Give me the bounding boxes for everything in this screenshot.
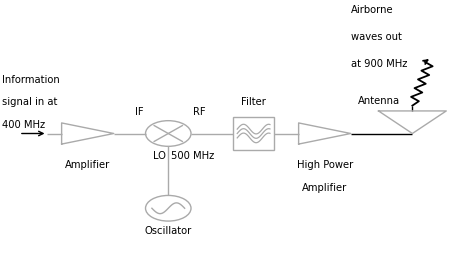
Text: at 900 MHz: at 900 MHz (351, 59, 407, 69)
Text: waves out: waves out (351, 32, 401, 42)
Bar (233, 117, 274, 150)
Text: Airborne: Airborne (351, 5, 393, 15)
Text: signal in at: signal in at (2, 97, 58, 107)
Text: 400 MHz: 400 MHz (2, 120, 46, 130)
Text: Amplifier: Amplifier (65, 160, 110, 170)
Text: Oscillator: Oscillator (145, 226, 192, 236)
Text: Filter: Filter (241, 97, 266, 107)
Text: Antenna: Antenna (358, 96, 400, 105)
Text: LO: LO (153, 151, 166, 161)
Text: Amplifier: Amplifier (302, 183, 347, 193)
Text: 500 MHz: 500 MHz (171, 151, 214, 161)
Text: IF: IF (135, 108, 143, 117)
Text: RF: RF (193, 108, 206, 117)
Text: High Power: High Power (297, 160, 353, 170)
Text: Information: Information (2, 75, 60, 85)
